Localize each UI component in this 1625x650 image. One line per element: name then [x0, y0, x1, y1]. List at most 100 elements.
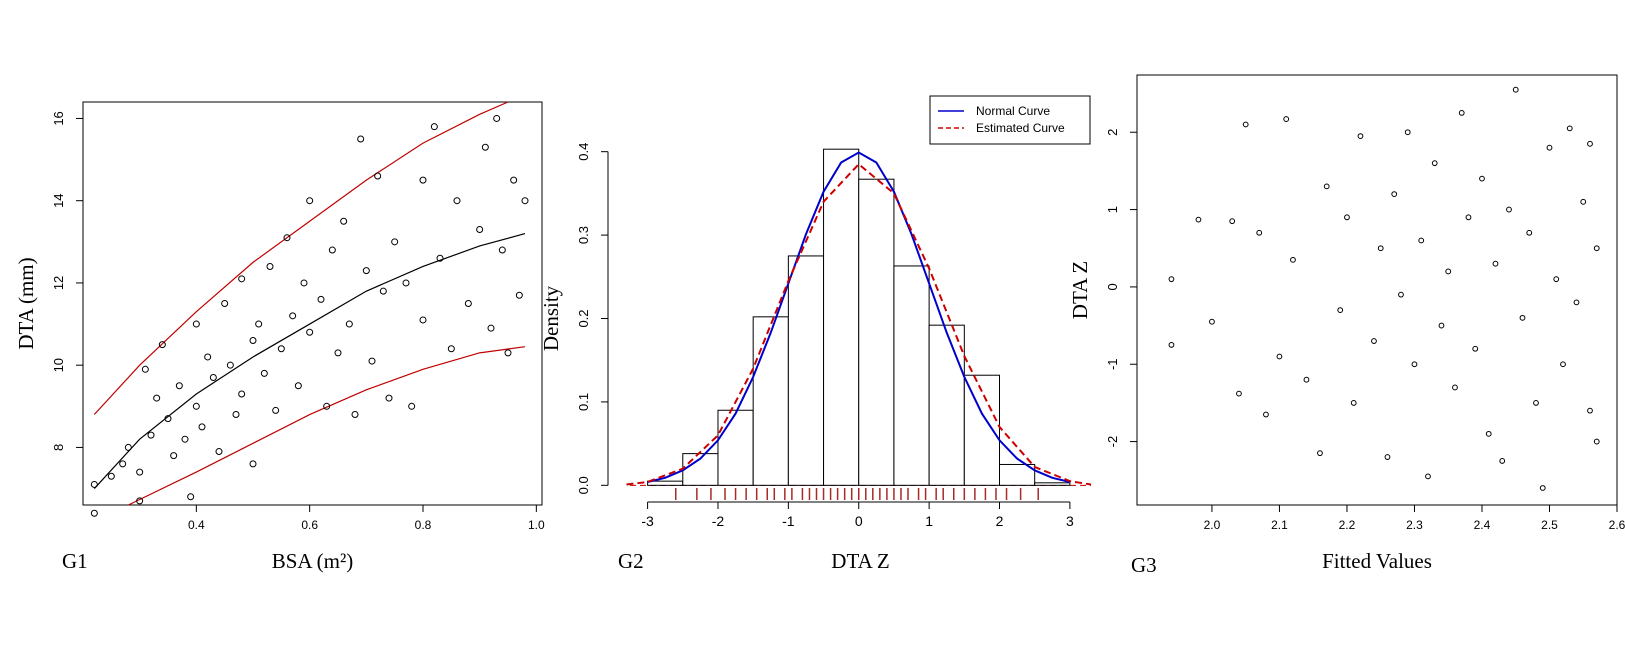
- point: [272, 406, 280, 414]
- point: [1283, 116, 1290, 122]
- hist-bar: [858, 178, 895, 486]
- x-tick-label: 0.4: [188, 518, 205, 532]
- point: [153, 394, 161, 402]
- point: [1560, 361, 1566, 368]
- point: [198, 423, 206, 431]
- point: [164, 415, 172, 423]
- y-tick-label: 2: [1105, 129, 1120, 136]
- y-tick-label: 0: [1105, 283, 1120, 290]
- point: [204, 353, 212, 361]
- x-tick-label: -3: [641, 513, 654, 529]
- point: [323, 402, 331, 410]
- point: [1337, 307, 1344, 314]
- hist-bar: [893, 265, 930, 486]
- hist-bar: [999, 463, 1036, 486]
- y-axis-title: DTA Z: [1068, 261, 1092, 319]
- point: [277, 345, 285, 353]
- point: [238, 275, 246, 283]
- point: [136, 468, 144, 476]
- point: [1344, 214, 1350, 221]
- point: [1418, 237, 1425, 244]
- point: [340, 217, 348, 225]
- point: [1566, 125, 1573, 132]
- density-curve: [626, 162, 1092, 486]
- y-tick-label: 0.2: [576, 309, 591, 327]
- x-tick-label: 1.0: [528, 518, 545, 532]
- point: [419, 316, 427, 324]
- point: [170, 452, 178, 460]
- y-tick-label: 8: [51, 444, 66, 451]
- x-tick-label: 2: [996, 513, 1004, 529]
- legend-label: Estimated Curve: [976, 121, 1065, 135]
- point: [1384, 454, 1391, 460]
- point: [1553, 276, 1560, 283]
- plot-frame: [82, 101, 543, 506]
- point: [249, 337, 257, 345]
- point: [1539, 485, 1546, 491]
- point: [238, 390, 246, 398]
- point: [1499, 458, 1506, 464]
- x-tick-label: -2: [712, 513, 725, 529]
- hist-bar: [787, 255, 825, 486]
- point: [289, 312, 297, 320]
- point: [1168, 276, 1175, 283]
- point: [187, 493, 195, 501]
- point: [124, 443, 132, 451]
- point: [510, 176, 518, 184]
- point: [447, 345, 455, 353]
- point: [215, 448, 223, 456]
- plot-frame: [1136, 74, 1618, 506]
- point: [1506, 206, 1512, 213]
- point: [192, 402, 200, 410]
- y-tick-label: -2: [1105, 436, 1120, 448]
- point: [317, 295, 325, 303]
- point: [374, 172, 382, 180]
- point: [1445, 268, 1452, 275]
- point: [1458, 109, 1465, 116]
- point: [300, 279, 308, 287]
- point: [1229, 218, 1236, 225]
- point: [1404, 129, 1411, 136]
- y-tick-label: 1: [1105, 206, 1120, 213]
- point: [1371, 338, 1377, 344]
- point: [402, 279, 410, 287]
- point: [481, 143, 489, 151]
- point: [1263, 411, 1269, 418]
- hist-bar: [1034, 482, 1071, 486]
- point: [1256, 229, 1263, 236]
- point: [294, 382, 302, 390]
- x-tick-label: 2.3: [1406, 518, 1423, 532]
- point: [1533, 400, 1539, 406]
- x-tick-label: -1: [782, 513, 795, 529]
- point: [430, 123, 438, 131]
- point: [1411, 361, 1418, 368]
- point: [368, 357, 376, 365]
- point: [1492, 260, 1499, 267]
- y-tick-label: 14: [51, 193, 66, 207]
- point: [391, 238, 399, 246]
- point: [351, 411, 359, 419]
- hist-bar: [963, 374, 1001, 486]
- density-curve: [647, 151, 1071, 483]
- y-tick-label: -1: [1105, 358, 1120, 370]
- point: [141, 365, 149, 373]
- point: [1209, 318, 1215, 325]
- x-tick-label: 0.6: [301, 518, 318, 532]
- point: [464, 300, 472, 307]
- y-axis-title: DTA (mm): [14, 257, 38, 349]
- point: [453, 197, 461, 205]
- point: [1519, 314, 1526, 321]
- hist-bar: [752, 316, 789, 486]
- point: [521, 197, 529, 205]
- fit-curve: [93, 233, 526, 489]
- point: [221, 300, 229, 307]
- point: [493, 114, 501, 122]
- x-axis-title: Fitted Values: [1322, 549, 1432, 573]
- x-axis-title: DTA Z: [831, 549, 889, 573]
- y-tick-label: 0.0: [576, 476, 591, 494]
- point: [476, 225, 484, 233]
- point: [1593, 245, 1600, 252]
- y-axis-title: Density: [539, 285, 563, 351]
- point: [385, 394, 393, 402]
